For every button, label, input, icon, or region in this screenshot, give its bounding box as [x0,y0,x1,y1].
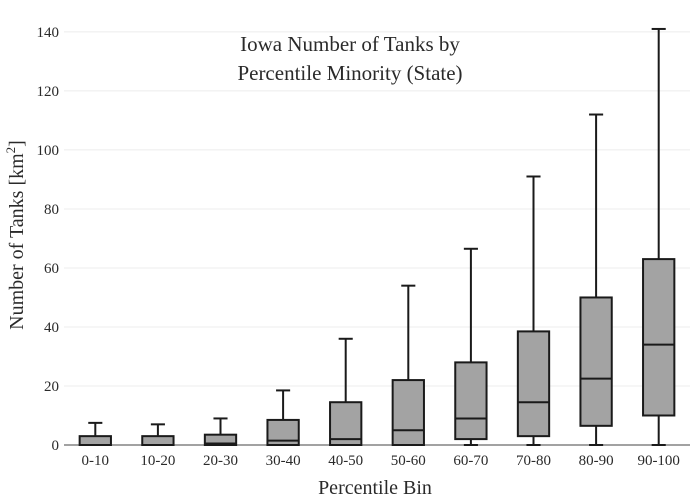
x-tick-label: 30-40 [266,453,301,469]
y-tick-label: 60 [44,261,59,277]
iqr-box [203,433,238,447]
iqr-box [516,330,551,438]
box-70-80 [516,175,551,446]
iqr-box [391,379,425,446]
y-axis-ticks: 0 20 40 60 80 100 120 140 [37,25,60,454]
box-80-90 [579,113,613,446]
y-axis-label: Number of Tanks [km2] [3,140,28,330]
box-20-30 [203,417,238,447]
y-tick-label: 40 [44,320,59,336]
iqr-box [78,435,112,447]
gridlines [64,31,690,387]
x-tick-label: 60-70 [453,453,488,469]
y-tick-label: 120 [37,84,60,100]
y-axis-label-suffix: ] [6,140,28,147]
x-axis-ticks: 0-10 10-20 20-30 30-40 40-50 50-60 60-70 70-80 8… [82,453,680,469]
box-50-60 [391,284,425,446]
box-series [78,27,676,447]
box-60-70 [454,247,488,446]
iqr-box [642,258,676,417]
y-axis-label-superscript: 2 [3,147,18,154]
iqr-box [329,401,363,446]
x-tick-label: 70-80 [516,453,551,469]
x-tick-label: 0-10 [82,453,110,469]
iqr-box [579,296,613,427]
x-tick-label: 10-20 [140,453,175,469]
y-axis-label-group: Number of Tanks [km2] [3,140,28,330]
iqr-box [141,435,175,447]
chart-title-line-1: Iowa Number of Tanks by [240,32,460,56]
x-tick-label: 50-60 [391,453,426,469]
y-tick-label: 140 [37,25,60,41]
x-tick-label: 90-100 [637,453,680,469]
box-90-100 [642,27,676,446]
box-30-40 [266,389,300,446]
y-axis-label-prefix: Number of Tanks [km [6,153,28,330]
box-40-50 [329,337,363,446]
x-tick-label: 20-30 [203,453,238,469]
y-tick-label: 80 [44,202,59,218]
x-tick-label: 40-50 [328,453,363,469]
x-tick-label: 80-90 [579,453,614,469]
iqr-box [454,361,488,441]
y-tick-label: 0 [52,438,60,454]
box-10-20 [141,423,175,447]
chart-title-line-2: Percentile Minority (State) [237,61,462,85]
box-0-10 [78,421,112,447]
y-tick-label: 100 [37,143,60,159]
x-axis-label: Percentile Bin [318,477,432,499]
y-tick-label: 20 [44,379,59,395]
